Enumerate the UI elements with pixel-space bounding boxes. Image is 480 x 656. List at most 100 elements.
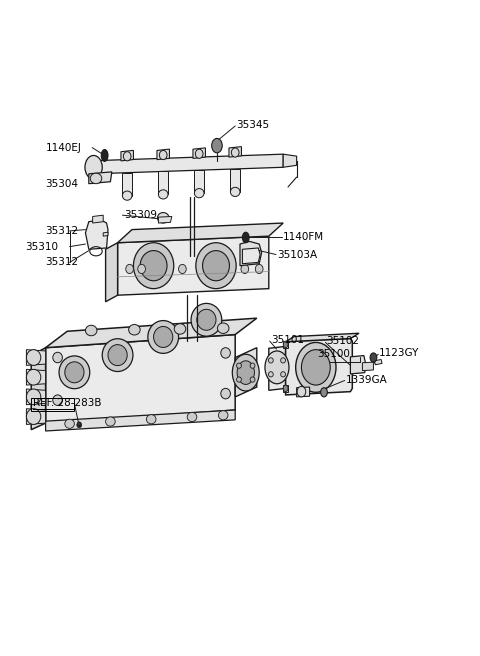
Ellipse shape xyxy=(102,338,133,371)
Ellipse shape xyxy=(196,243,236,289)
Ellipse shape xyxy=(140,251,167,281)
Polygon shape xyxy=(158,171,168,194)
Ellipse shape xyxy=(174,323,186,334)
Ellipse shape xyxy=(123,152,131,161)
Ellipse shape xyxy=(237,361,254,384)
Text: 35312: 35312 xyxy=(46,226,79,236)
Ellipse shape xyxy=(242,232,249,243)
Ellipse shape xyxy=(250,363,255,368)
Ellipse shape xyxy=(237,363,241,368)
Ellipse shape xyxy=(154,327,173,348)
Ellipse shape xyxy=(296,342,336,392)
Ellipse shape xyxy=(194,188,204,197)
Ellipse shape xyxy=(221,388,230,399)
Ellipse shape xyxy=(77,422,81,426)
Polygon shape xyxy=(242,248,260,264)
Text: 1140FM: 1140FM xyxy=(283,232,324,243)
Text: 1339GA: 1339GA xyxy=(346,375,387,386)
Ellipse shape xyxy=(195,149,203,158)
Polygon shape xyxy=(362,362,373,371)
Text: 1140EJ: 1140EJ xyxy=(46,142,82,153)
Text: 35102: 35102 xyxy=(326,336,360,346)
Ellipse shape xyxy=(217,323,229,333)
Ellipse shape xyxy=(268,358,273,363)
Polygon shape xyxy=(118,223,283,243)
Polygon shape xyxy=(194,170,204,193)
Ellipse shape xyxy=(106,417,115,426)
Ellipse shape xyxy=(250,377,255,382)
Polygon shape xyxy=(89,172,112,184)
Ellipse shape xyxy=(268,372,273,377)
Text: 1123GY: 1123GY xyxy=(379,348,420,358)
Ellipse shape xyxy=(203,251,229,281)
Polygon shape xyxy=(46,335,235,423)
Polygon shape xyxy=(26,369,46,385)
Ellipse shape xyxy=(241,264,249,274)
Polygon shape xyxy=(85,220,108,249)
Polygon shape xyxy=(240,241,262,266)
Polygon shape xyxy=(157,149,169,159)
Ellipse shape xyxy=(370,353,377,362)
Ellipse shape xyxy=(218,411,228,420)
Ellipse shape xyxy=(53,352,62,363)
Ellipse shape xyxy=(26,369,41,385)
Ellipse shape xyxy=(197,309,216,330)
Polygon shape xyxy=(26,389,46,405)
Ellipse shape xyxy=(232,354,259,391)
Polygon shape xyxy=(350,356,366,374)
Polygon shape xyxy=(286,338,352,395)
Polygon shape xyxy=(46,410,235,431)
Polygon shape xyxy=(283,341,288,348)
Ellipse shape xyxy=(212,138,222,153)
Ellipse shape xyxy=(237,377,241,382)
Ellipse shape xyxy=(59,356,90,389)
Ellipse shape xyxy=(77,422,82,428)
Ellipse shape xyxy=(159,150,167,159)
Polygon shape xyxy=(103,232,108,236)
Text: 35304: 35304 xyxy=(46,178,79,189)
Polygon shape xyxy=(31,348,46,430)
Ellipse shape xyxy=(321,388,327,397)
Polygon shape xyxy=(235,348,257,397)
Ellipse shape xyxy=(148,321,179,354)
Ellipse shape xyxy=(187,413,197,422)
Polygon shape xyxy=(93,215,103,223)
Polygon shape xyxy=(230,169,240,192)
Polygon shape xyxy=(46,318,257,348)
Polygon shape xyxy=(121,150,133,161)
Ellipse shape xyxy=(221,348,230,358)
Ellipse shape xyxy=(301,350,330,385)
Ellipse shape xyxy=(230,188,240,197)
Ellipse shape xyxy=(283,385,288,392)
Polygon shape xyxy=(26,409,46,424)
Ellipse shape xyxy=(26,409,41,424)
Polygon shape xyxy=(283,385,288,392)
Ellipse shape xyxy=(65,419,74,428)
Polygon shape xyxy=(269,346,286,390)
Ellipse shape xyxy=(157,213,169,223)
Ellipse shape xyxy=(265,351,289,384)
Ellipse shape xyxy=(26,350,41,365)
Ellipse shape xyxy=(101,150,108,161)
Ellipse shape xyxy=(126,264,133,274)
Polygon shape xyxy=(94,154,283,174)
Ellipse shape xyxy=(90,173,102,184)
Ellipse shape xyxy=(281,372,286,377)
Ellipse shape xyxy=(191,303,222,336)
Ellipse shape xyxy=(255,264,263,274)
Ellipse shape xyxy=(26,389,41,405)
Text: 35312: 35312 xyxy=(46,257,79,268)
Polygon shape xyxy=(286,333,359,342)
Text: 35310: 35310 xyxy=(25,241,58,252)
Polygon shape xyxy=(106,243,118,302)
Ellipse shape xyxy=(158,190,168,199)
Text: 35101: 35101 xyxy=(271,335,304,345)
Ellipse shape xyxy=(281,358,286,363)
Ellipse shape xyxy=(108,344,127,365)
Polygon shape xyxy=(118,236,269,295)
Polygon shape xyxy=(374,359,382,365)
Text: 35345: 35345 xyxy=(236,119,269,130)
Polygon shape xyxy=(158,216,172,223)
Ellipse shape xyxy=(179,264,186,274)
Ellipse shape xyxy=(85,325,97,336)
